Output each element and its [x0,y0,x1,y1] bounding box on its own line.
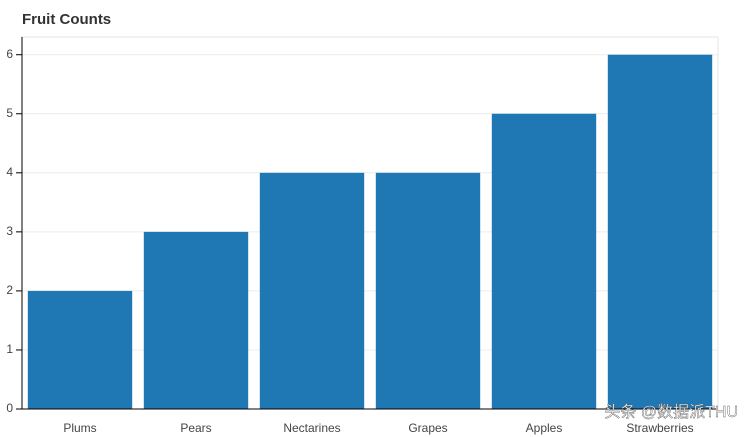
x-tick-label: Pears [180,421,211,435]
x-tick-label: Grapes [408,421,447,435]
bar [143,231,249,409]
y-tick-label: 6 [6,47,13,61]
bar [259,172,365,409]
x-tick-label: Plums [63,421,96,435]
chart-title: Fruit Counts [22,11,111,28]
y-tick-label: 1 [6,342,13,356]
bar [27,290,133,409]
x-tick-label: Strawberries [626,421,693,435]
y-tick-label: 5 [6,106,13,120]
x-tick-label: Apples [526,421,563,435]
bar [607,54,713,409]
y-tick-label: 3 [6,224,13,238]
y-tick-label: 2 [6,283,13,297]
y-tick-label: 4 [6,165,13,179]
bar [375,172,481,409]
x-tick-label: Nectarines [283,421,340,435]
bar [491,113,597,409]
watermark: 头条 @数据派THU [604,403,738,421]
y-tick-label: 0 [6,401,13,415]
